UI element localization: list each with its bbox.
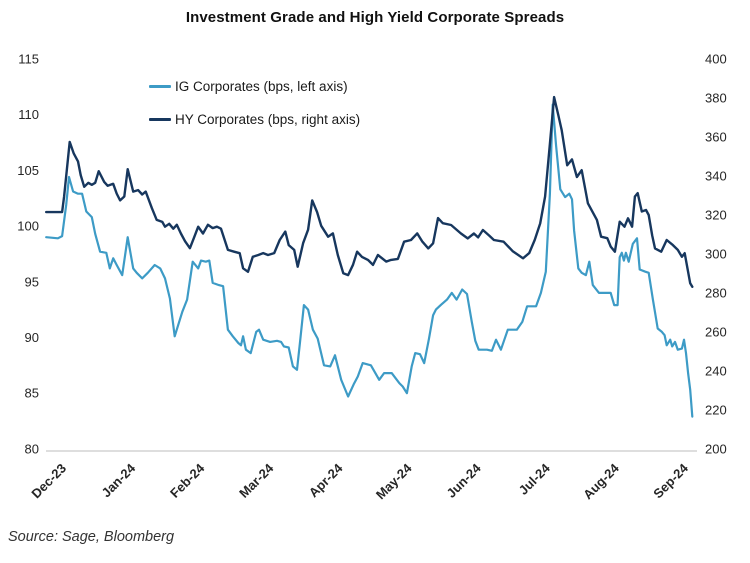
y-axis-right-tick-label: 320 xyxy=(705,207,727,222)
legend-item-hy: HY Corporates (bps, right axis) xyxy=(149,109,360,129)
y-axis-left-tick-label: 100 xyxy=(17,219,39,234)
x-axis-tick-label: Jan-24 xyxy=(98,460,138,500)
y-axis-left-tick-label: 95 xyxy=(25,274,39,289)
x-axis-tick-label: Sep-24 xyxy=(650,460,691,501)
x-axis-tick-label: Feb-24 xyxy=(167,460,208,501)
y-axis-right-tick-label: 380 xyxy=(705,90,727,105)
legend: IG Corporates (bps, left axis) HY Corpor… xyxy=(149,76,360,142)
y-axis-right-tick-label: 260 xyxy=(705,324,727,339)
y-axis-left-tick-label: 115 xyxy=(18,51,39,66)
ig-line-swatch xyxy=(149,84,171,88)
x-axis-tick-label: Aug-24 xyxy=(580,460,622,502)
x-axis-tick-label: Dec-23 xyxy=(28,461,69,502)
y-axis-right-tick-label: 280 xyxy=(705,285,727,300)
y-axis-left-tick-label: 85 xyxy=(25,386,39,401)
series-line-ig xyxy=(45,103,694,418)
x-axis-tick-label: Apr-24 xyxy=(306,460,346,500)
x-axis-tick-label: Jun-24 xyxy=(443,460,484,501)
y-axis-right-tick-label: 340 xyxy=(705,168,727,183)
legend-item-ig: IG Corporates (bps, left axis) xyxy=(149,76,360,96)
y-axis-right-tick-label: 240 xyxy=(705,363,727,378)
x-axis-tick-label: Mar-24 xyxy=(236,460,277,501)
source-note: Source: Sage, Bloomberg xyxy=(8,529,175,545)
hy-line-swatch xyxy=(149,117,171,121)
x-axis-tick-label: May-24 xyxy=(373,460,415,502)
x-axis-tick-label: Jul-24 xyxy=(516,460,554,498)
series-line-hy xyxy=(45,95,694,288)
y-axis-left-tick-label: 90 xyxy=(25,330,39,345)
y-axis-left-tick-label: 80 xyxy=(25,441,39,456)
y-axis-right-tick-label: 360 xyxy=(705,129,727,144)
y-axis-right-tick-label: 400 xyxy=(705,51,727,66)
y-axis-left-tick-label: 110 xyxy=(18,107,39,122)
y-axis-right-tick-label: 300 xyxy=(705,246,727,261)
chart-title: Investment Grade and High Yield Corporat… xyxy=(185,9,565,26)
y-axis-right-tick-label: 200 xyxy=(705,441,727,456)
legend-label-ig: IG Corporates (bps, left axis) xyxy=(175,78,348,94)
y-axis-left-tick-label: 105 xyxy=(17,163,39,178)
y-axis-right-tick-label: 220 xyxy=(705,402,727,417)
legend-label-hy: HY Corporates (bps, right axis) xyxy=(175,111,361,127)
